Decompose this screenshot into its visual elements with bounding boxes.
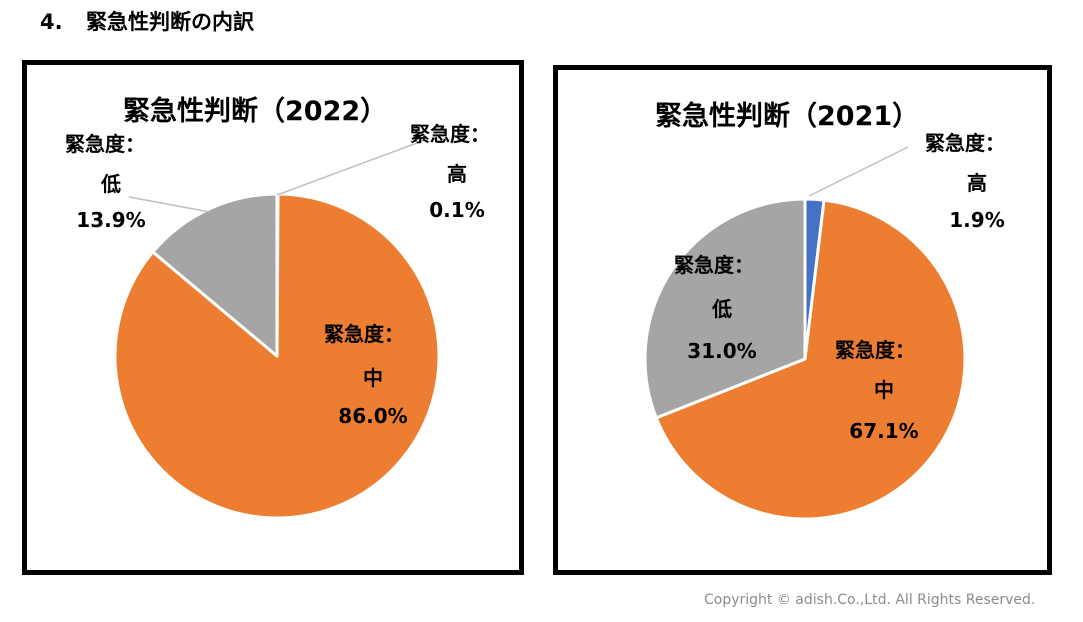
pie-slices: [643, 197, 967, 521]
chart-title: 緊急性判断（2021）: [655, 100, 919, 132]
slice-label-low-level: 低: [100, 172, 121, 196]
slice-label-low-value: 13.9%: [76, 208, 145, 232]
slice-label-mid-value: 86.0%: [338, 404, 407, 428]
pie-slice-mid: [654, 198, 967, 521]
section-heading: 4. 緊急性判断の内訳: [40, 6, 254, 36]
pie-slice-low: [151, 192, 279, 358]
pie-slice-low: [643, 197, 807, 420]
leader-line-low: [128, 196, 211, 213]
slice-label-mid-level: 中: [363, 366, 383, 390]
pie-slices: [113, 192, 441, 520]
copyright-text: Copyright © adish.Co.,Ltd. All Rights Re…: [704, 592, 1036, 608]
leader-line-high: [276, 142, 418, 196]
slice-label-mid-category: 緊急度：: [324, 322, 404, 346]
section-title: 緊急性判断の内訳: [86, 10, 254, 34]
slice-label-mid-category: 緊急度：: [835, 338, 915, 362]
slice-label-high-value: 0.1%: [429, 198, 484, 222]
pie-chart-2022: 緊急性判断（2022） 緊急度： 高 0.1% 緊急度： 低 13.9% 緊急度…: [65, 95, 490, 520]
leader-line-high: [808, 146, 909, 197]
slice-label-low-level: 低: [711, 297, 732, 321]
slice-label-high-level: 高: [447, 162, 467, 186]
slice-label-high-value: 1.9%: [949, 208, 1004, 232]
pie-chart-2021: 緊急性判断（2021） 緊急度： 高 1.9% 緊急度： 低 31.0% 緊急度…: [643, 100, 1005, 521]
section-number: 4.: [40, 10, 63, 34]
slice-label-high-category: 緊急度：: [410, 122, 490, 146]
pie-chart-2021-frame: 緊急性判断（2021） 緊急度： 高 1.9% 緊急度： 低 31.0% 緊急度…: [553, 65, 1052, 575]
slice-label-low-category: 緊急度：: [65, 132, 145, 156]
slice-label-high-category: 緊急度：: [925, 131, 1005, 155]
slice-label-mid-value: 67.1%: [849, 419, 918, 443]
slice-label-low-value: 31.0%: [687, 339, 756, 363]
slice-label-high-level: 高: [967, 171, 987, 195]
chart-title: 緊急性判断（2022）: [123, 95, 387, 127]
pie-chart-2022-frame: 緊急性判断（2022） 緊急度： 高 0.1% 緊急度： 低 13.9% 緊急度…: [22, 60, 524, 575]
slice-label-low-category: 緊急度：: [674, 253, 754, 277]
slice-label-mid-level: 中: [874, 378, 894, 402]
